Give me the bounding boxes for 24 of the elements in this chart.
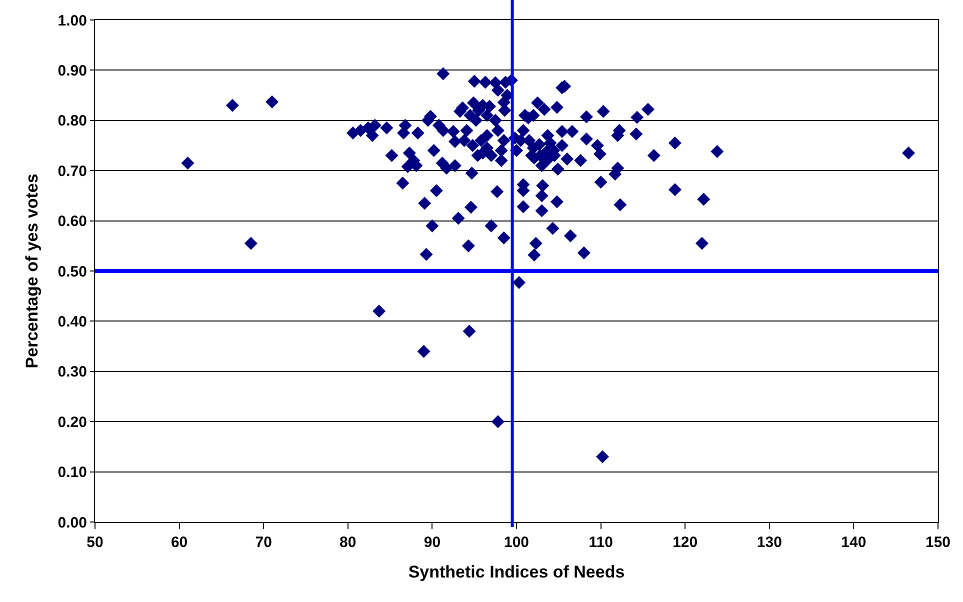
y-tick-label: 0.20: [58, 414, 87, 431]
y-tick-label: 0.00: [58, 514, 87, 532]
x-tick-label: 140: [841, 534, 866, 551]
y-tick-label: 0.80: [58, 112, 87, 130]
x-tick-label: 100: [504, 534, 530, 551]
y-tick-label: 0.10: [58, 464, 87, 482]
x-tick-label: 50: [86, 534, 104, 551]
x-axis-title: Synthetic Indices of Needs: [408, 562, 625, 582]
y-tick-label: 0.30: [58, 364, 87, 381]
x-tick-label: 90: [424, 534, 441, 551]
x-tick-label: 120: [672, 534, 698, 551]
x-tick-label: 60: [170, 534, 188, 551]
x-tick-label: 80: [340, 534, 356, 551]
x-tick-label: 110: [588, 534, 613, 551]
x-tick-label: 150: [925, 534, 951, 551]
y-tick-label: 0.60: [58, 213, 87, 230]
y-tick-label: 0.40: [58, 313, 87, 330]
y-tick-label: 0.70: [58, 162, 87, 180]
x-tick-label: 130: [756, 534, 782, 551]
y-axis-title: Percentage of yes votes: [22, 174, 42, 368]
x-tick-label: 70: [255, 534, 272, 551]
y-tick-label: 0.90: [58, 62, 87, 80]
y-tick-label: 0.50: [58, 263, 87, 280]
y-tick-label: 1.00: [58, 12, 87, 30]
